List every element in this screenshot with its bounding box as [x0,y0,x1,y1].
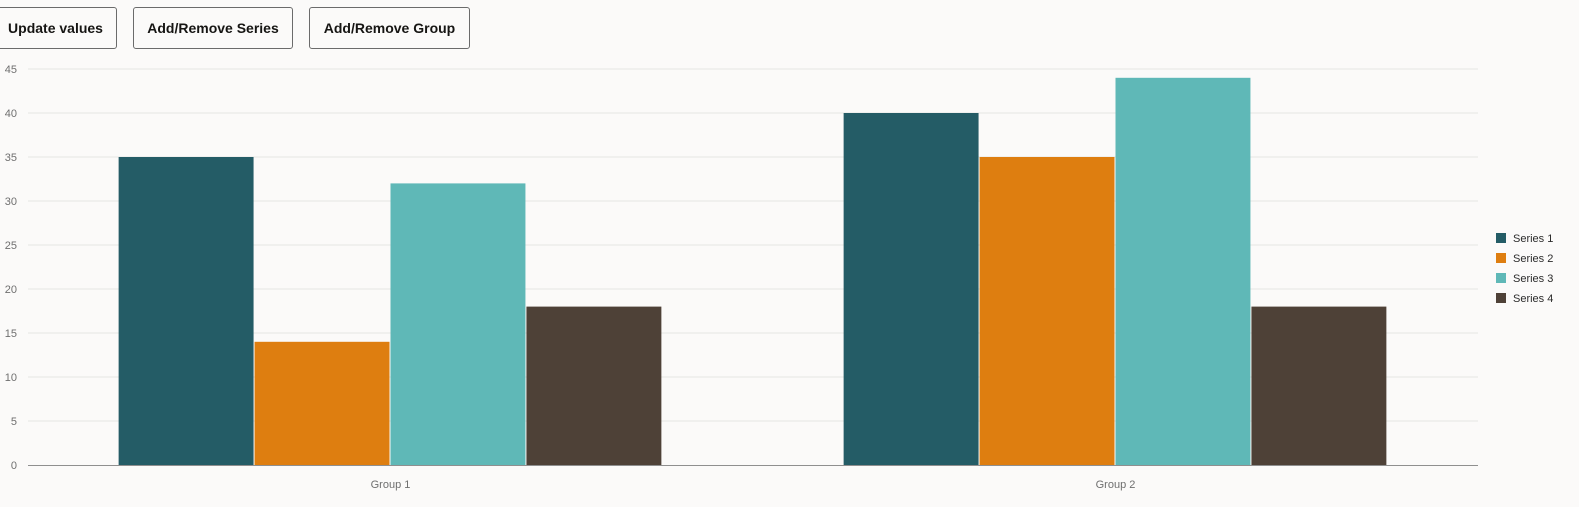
x-tick-label: Group 1 [371,479,411,491]
y-tick-label: 45 [5,64,17,76]
y-tick-label: 15 [5,328,17,340]
y-axis: 0 5 10 15 20 25 30 35 40 45 [5,64,17,472]
chart-bars [118,77,1387,466]
y-tick-label: 25 [5,240,17,252]
legend-swatch [1496,233,1506,243]
legend-item-series-2[interactable]: Series 2 [1496,253,1553,265]
chart-legend: Series 1 Series 2 Series 3 Series 4 [1496,233,1553,305]
bar-2-group-1[interactable] [254,341,390,465]
y-tick-label: 5 [11,416,17,428]
x-tick-label: Group 2 [1096,479,1136,491]
x-axis: Group 1 Group 2 [28,465,1478,491]
legend-label: Series 3 [1513,273,1553,285]
bar-2-group-2[interactable] [979,157,1115,465]
bar-4-group-1[interactable] [526,306,662,465]
add-remove-group-button[interactable]: Add/Remove Group [309,7,470,49]
legend-label: Series 1 [1513,233,1553,245]
bar-4-group-2[interactable] [1251,306,1387,465]
bar-1-group-1[interactable] [118,157,254,465]
y-tick-label: 30 [5,196,17,208]
legend-label: Series 4 [1513,293,1553,305]
legend-item-series-4[interactable]: Series 4 [1496,293,1553,305]
bar-3-group-2[interactable] [1115,77,1251,466]
legend-swatch [1496,253,1506,263]
bar-1-group-2[interactable] [843,113,979,465]
add-remove-series-button[interactable]: Add/Remove Series [133,7,293,49]
legend-item-series-1[interactable]: Series 1 [1496,233,1553,245]
legend-swatch [1496,293,1506,303]
legend-label: Series 2 [1513,253,1553,265]
y-tick-label: 35 [5,152,17,164]
update-values-button[interactable]: Update values [0,7,117,49]
y-tick-label: 10 [5,372,17,384]
y-tick-label: 20 [5,284,17,296]
bar-3-group-1[interactable] [390,183,526,465]
legend-swatch [1496,273,1506,283]
legend-item-series-3[interactable]: Series 3 [1496,273,1553,285]
y-tick-label: 0 [11,460,17,472]
y-tick-label: 40 [5,108,17,120]
